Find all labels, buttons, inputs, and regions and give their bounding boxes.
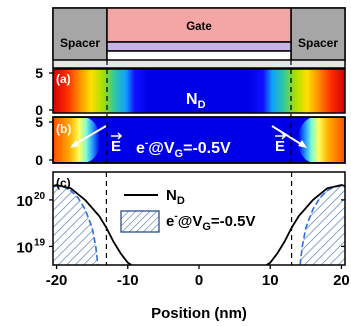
panel-a-ytick-label: 0 <box>35 102 43 118</box>
gate-electrode <box>106 7 292 43</box>
panel-a: (a) ND 5 0 <box>35 65 346 118</box>
y-tick-exponent: 19 <box>34 237 46 248</box>
y-tick-exponent: 20 <box>34 191 46 202</box>
panel-a-ytick-label: 5 <box>35 65 43 81</box>
vector-arrow-left-icon <box>117 132 123 140</box>
panel-b-legend: e-@VG=-0.5V <box>136 138 231 160</box>
right-spacer <box>290 7 346 61</box>
nd-colormap <box>52 68 346 114</box>
field-label-right: E <box>275 138 285 155</box>
legend-electron-swatch <box>120 210 160 233</box>
field-arrow-left <box>71 125 107 147</box>
legend-electron-label: e-@VG=-0.5V <box>166 211 256 233</box>
gate-label: Gate <box>186 21 212 33</box>
x-tick-label: 10 <box>262 272 279 289</box>
left-spacer <box>52 7 108 61</box>
spacer-right-label: Spacer <box>298 36 338 50</box>
field-arrow-right <box>271 125 305 147</box>
panel-b-frame <box>52 116 346 164</box>
vector-arrow-right-icon <box>281 132 287 140</box>
panel-b-tag: (b) <box>56 122 71 136</box>
nd-profile-line <box>266 184 345 265</box>
field-label-left: E <box>111 138 121 155</box>
y-tick-label: 10 <box>16 193 33 210</box>
gate-oxide <box>106 41 292 52</box>
field-arrow-left-head <box>70 140 79 148</box>
x-tick-label: -10 <box>117 272 139 289</box>
x-axis-title: Position (nm) <box>151 305 247 322</box>
electron-blob-right <box>298 118 344 162</box>
plot-marks <box>53 184 345 265</box>
field-arrow-right-head <box>298 140 307 148</box>
panel-b-ytick-label: 5 <box>35 114 43 130</box>
electron-blob-left <box>54 118 100 162</box>
x-tick-label: -20 <box>46 272 68 289</box>
device-cross-section: Gate Spacer Spacer <box>52 7 346 69</box>
electron-area <box>300 185 345 265</box>
x-tick-label: 20 <box>333 272 350 289</box>
nd-profile-line <box>53 184 132 265</box>
panel-b: (b) E E e-@VG=-0.5V 5 0 <box>35 114 346 168</box>
electron-edge-line <box>53 185 99 265</box>
y-tick-label: 10 <box>16 239 33 256</box>
nd-map-label: ND <box>186 91 206 111</box>
x-tick-label: 0 <box>195 272 203 289</box>
electron-area <box>53 185 98 265</box>
spacer-left-label: Spacer <box>60 36 100 50</box>
panel-a-tag: (a) <box>56 72 71 86</box>
interfacial-layer <box>106 50 292 61</box>
legend-nd-label: ND <box>166 187 185 207</box>
panel-b-ytick-label: 0 <box>35 152 43 168</box>
panel-c-tag: (c) <box>56 176 71 190</box>
